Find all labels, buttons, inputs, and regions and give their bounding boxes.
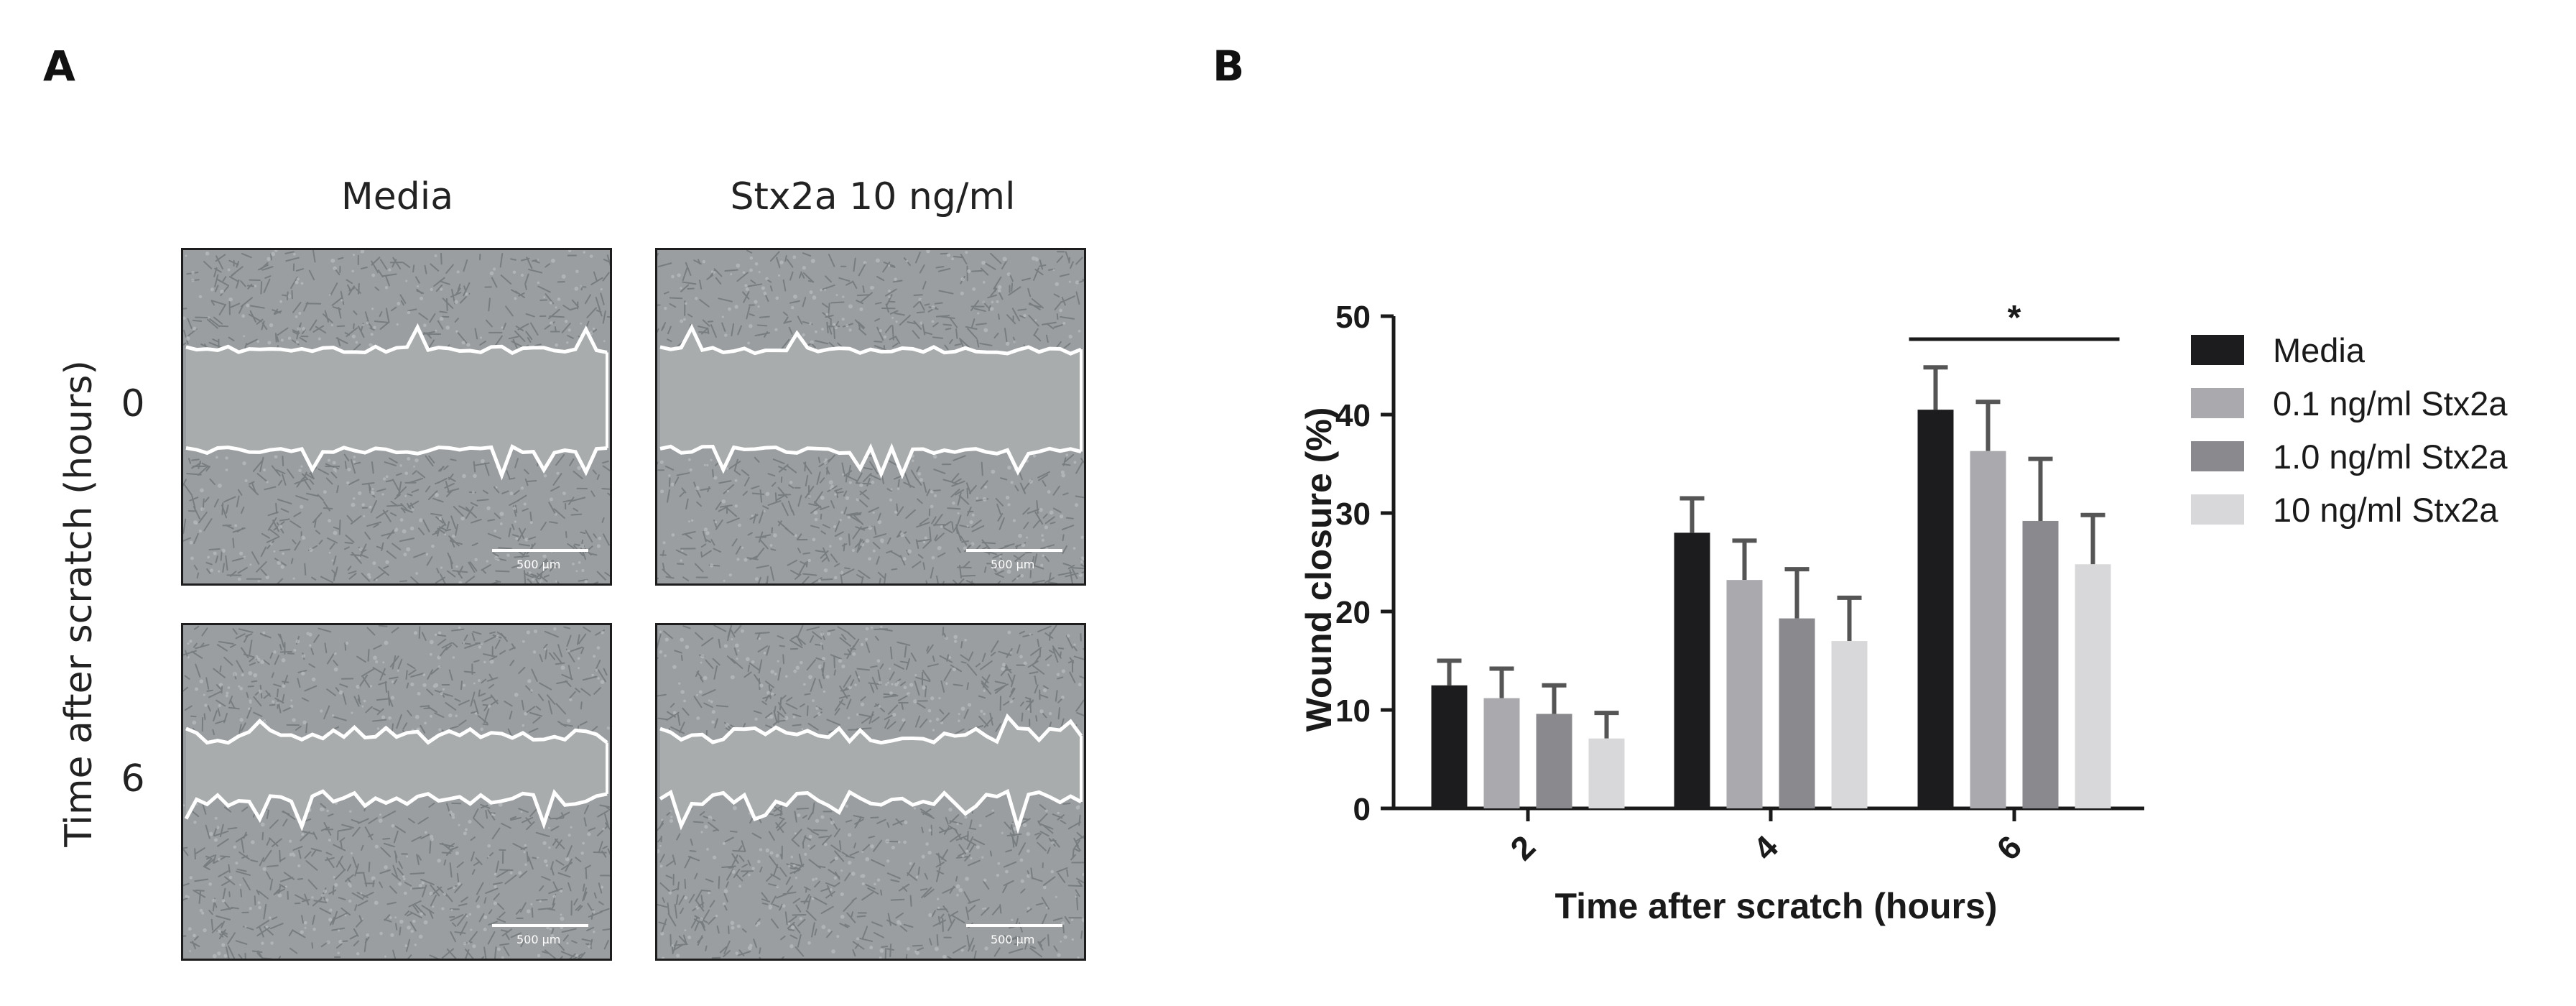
micrograph-stx2a-6h: 500 µm <box>655 623 1086 961</box>
legend-label-0-1: 0.1 ng/ml Stx2a <box>2273 384 2508 423</box>
x-axis-label: Time after scratch (hours) <box>1555 886 1998 926</box>
column-label-media: Media <box>340 175 454 218</box>
legend-swatch-10 <box>2191 494 2244 525</box>
micrograph-media-0h: 500 µm <box>181 248 612 586</box>
x-tick-label-6: 6 <box>1989 828 2029 867</box>
micrograph-texture <box>183 250 610 583</box>
scale-bar-label: 500 µm <box>516 558 561 571</box>
legend-item-media: Media <box>2191 323 2508 377</box>
bar-0-1-ng-ml-stx2a-2h <box>1483 698 1520 808</box>
y-tick-label-0: 0 <box>1353 792 1371 827</box>
legend-label-10: 10 ng/ml Stx2a <box>2273 490 2498 529</box>
y-tick-label-50: 50 <box>1335 300 1371 335</box>
micrograph-media-6h: 500 µm <box>181 623 612 961</box>
bar-10-ng-ml-stx2a-4h <box>1831 641 1868 808</box>
bar-0-1-ng-ml-stx2a-4h <box>1726 580 1763 808</box>
bar-1-0-ng-ml-stx2a-2h <box>1536 714 1572 808</box>
bar-0-1-ng-ml-stx2a-6h <box>1970 451 2006 808</box>
panel-b-letter: B <box>1213 42 1245 91</box>
y-tick-label-30: 30 <box>1335 497 1371 532</box>
significance-star: * <box>2008 299 2021 337</box>
bar-media-6h <box>1917 410 1954 808</box>
y-tick-label-20: 20 <box>1335 595 1371 630</box>
y-tick-label-40: 40 <box>1335 398 1371 433</box>
legend-item-0-1: 0.1 ng/ml Stx2a <box>2191 377 2508 430</box>
legend-item-1-0: 1.0 ng/ml Stx2a <box>2191 430 2508 483</box>
legend-label-1-0: 1.0 ng/ml Stx2a <box>2273 437 2508 476</box>
panel-a-letter: A <box>43 42 75 91</box>
bar-media-2h <box>1431 685 1468 808</box>
legend-swatch-1-0 <box>2191 441 2244 471</box>
bar-1-0-ng-ml-stx2a-4h <box>1779 618 1815 808</box>
x-tick-label-4: 4 <box>1746 828 1785 867</box>
bar-10-ng-ml-stx2a-2h <box>1588 738 1625 808</box>
y-axis-label: Wound closure (%) <box>1299 407 1339 732</box>
micrograph-texture <box>657 625 1084 959</box>
micrograph-texture <box>657 250 1084 583</box>
scale-bar-label: 500 µm <box>991 933 1035 946</box>
scale-bar-label: 500 µm <box>991 558 1035 571</box>
legend-swatch-0-1 <box>2191 388 2244 418</box>
bar-10-ng-ml-stx2a-6h <box>2075 564 2111 808</box>
legend-label-media: Media <box>2273 331 2366 369</box>
bar-media-4h <box>1674 532 1710 808</box>
row-label-0h: 0 <box>121 382 145 425</box>
y-tick-label-10: 10 <box>1335 693 1371 729</box>
micrograph-texture <box>183 625 610 959</box>
legend-item-10: 10 ng/ml Stx2a <box>2191 483 2508 536</box>
x-tick-label-2: 2 <box>1503 828 1542 867</box>
bar-1-0-ng-ml-stx2a-6h <box>2022 520 2059 808</box>
column-label-stx2a: Stx2a 10 ng/ml <box>730 175 1016 218</box>
chart-legend: Media 0.1 ng/ml Stx2a 1.0 ng/ml Stx2a 10… <box>2191 323 2508 536</box>
micrograph-stx2a-0h: 500 µm <box>655 248 1086 586</box>
legend-swatch-media <box>2191 335 2244 365</box>
scale-bar-label: 500 µm <box>516 933 561 946</box>
row-label-6h: 6 <box>121 757 145 800</box>
